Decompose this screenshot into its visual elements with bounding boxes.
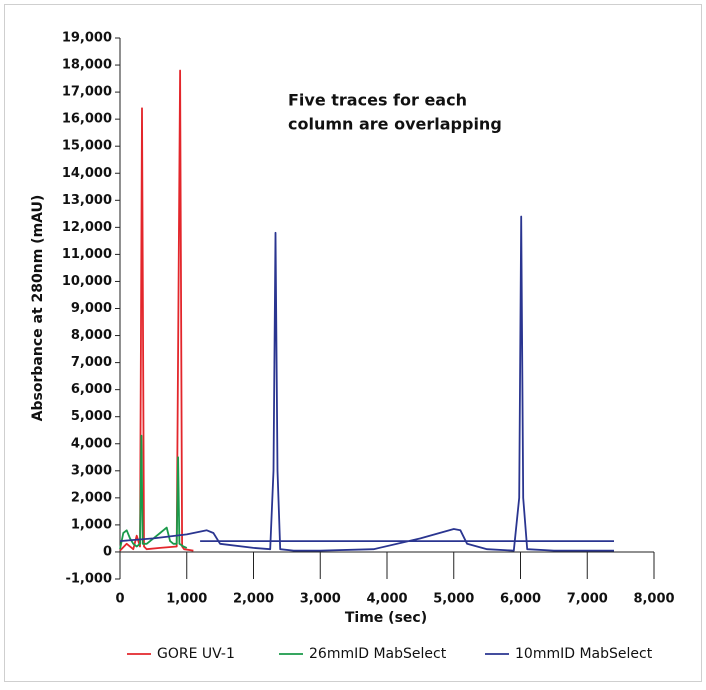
y-tick-label: 4,000 xyxy=(71,436,112,451)
x-axis-title: Time (sec) xyxy=(345,610,427,626)
y-tick-label: -1,000 xyxy=(65,572,112,587)
y-tick-label: 5,000 xyxy=(71,409,112,424)
y-axis-title: Absorbance at 280nm (mAU) xyxy=(30,195,46,422)
frame xyxy=(4,4,702,682)
x-tick-label: 0 xyxy=(115,592,124,607)
series-line xyxy=(119,69,194,552)
annotation: column are overlapping xyxy=(288,115,502,134)
x-tick-label: 2,000 xyxy=(233,592,274,607)
legend-label: GORE UV-1 xyxy=(157,646,235,662)
x-tick-label: 1,000 xyxy=(166,592,207,607)
y-tick-label: 17,000 xyxy=(62,85,112,100)
legend-label: 26mmID MabSelect xyxy=(309,646,447,662)
y-tick-label: 12,000 xyxy=(62,220,112,235)
x-tick-label: 7,000 xyxy=(567,592,608,607)
annotation: Five traces for each xyxy=(288,91,467,110)
y-tick-label: 3,000 xyxy=(71,463,112,478)
y-tick-label: 1,000 xyxy=(71,517,112,532)
y-tick-label: 15,000 xyxy=(62,139,112,154)
x-tick-label: 6,000 xyxy=(500,592,541,607)
y-tick-label: 16,000 xyxy=(62,112,112,127)
x-tick-label: 4,000 xyxy=(366,592,407,607)
series-line xyxy=(119,215,614,552)
x-tick-label: 8,000 xyxy=(633,592,674,607)
y-tick-label: 9,000 xyxy=(71,301,112,316)
y-tick-label: 10,000 xyxy=(62,274,112,289)
y-tick-label: 19,000 xyxy=(62,31,112,46)
x-tick-label: 3,000 xyxy=(300,592,341,607)
y-tick-label: 18,000 xyxy=(62,58,112,73)
series-line xyxy=(119,434,188,550)
y-tick-label: 13,000 xyxy=(62,193,112,208)
y-tick-label: 6,000 xyxy=(71,382,112,397)
x-tick-label: 5,000 xyxy=(433,592,474,607)
y-tick-label: 0 xyxy=(103,544,112,559)
y-tick-label: 7,000 xyxy=(71,355,112,370)
y-tick-label: 8,000 xyxy=(71,328,112,343)
legend-label: 10mmID MabSelect xyxy=(515,646,653,662)
y-tick-label: 2,000 xyxy=(71,490,112,505)
y-tick-label: 11,000 xyxy=(62,247,112,262)
y-tick-label: 14,000 xyxy=(62,166,112,181)
